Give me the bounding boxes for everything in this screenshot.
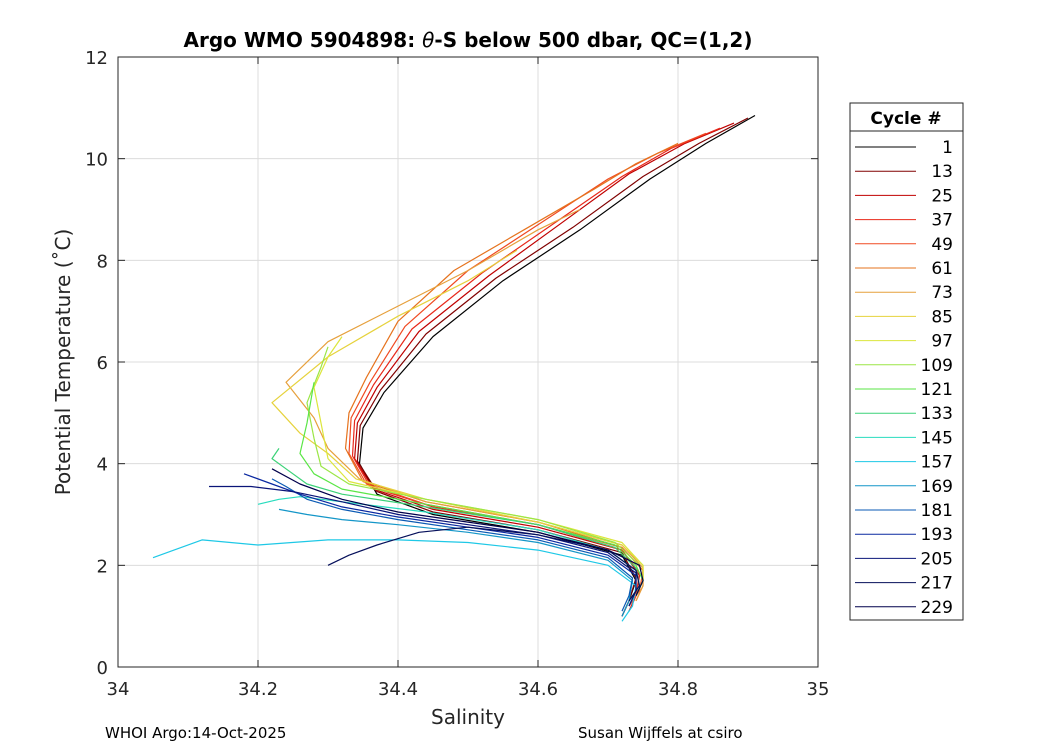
series-line-11 xyxy=(299,382,644,597)
legend-entry-label: 1 xyxy=(942,138,953,158)
legend-entry-label: 145 xyxy=(921,428,953,448)
series-line-7 xyxy=(285,208,644,602)
chart-title: Argo WMO 5904898: θ-S below 500 dbar, QC… xyxy=(184,28,753,52)
series-line-19 xyxy=(327,526,641,602)
legend-entry-label: 193 xyxy=(921,525,953,545)
footer-credit-left: WHOI Argo:14-Oct-2025 xyxy=(105,724,287,742)
x-axis-label: Salinity xyxy=(431,705,505,729)
legend: Cycle # 1 13 25 37 49 61 73 85 97 109 121 133 145 157… xyxy=(849,102,964,621)
chart-title-prefix: Argo WMO 5904898: xyxy=(184,28,423,52)
chart-title-theta: θ xyxy=(422,28,434,52)
series-line-18 xyxy=(209,485,637,607)
y-tick-label: 2 xyxy=(97,556,108,577)
legend-entry-label: 73 xyxy=(931,283,953,303)
legend-entry-label: 121 xyxy=(921,380,953,400)
legend-entry-label: 61 xyxy=(931,259,953,279)
series-layer xyxy=(152,114,756,622)
legend-entry-label: 49 xyxy=(931,235,953,255)
series-line-15 xyxy=(278,508,634,617)
y-tick-label: 12 xyxy=(85,48,108,69)
ticks: 34 34.2 34.4 34.6 34.8 35 0 2 4 6 8 10 12 xyxy=(85,48,829,700)
legend-entry-label: 133 xyxy=(921,404,953,424)
x-tick-label: 34.4 xyxy=(378,679,418,700)
legend-entry-label: 85 xyxy=(931,307,953,327)
x-tick-label: 34.6 xyxy=(518,679,558,700)
legend-entry-label: 109 xyxy=(921,356,953,376)
legend-entry-label: 157 xyxy=(921,453,953,473)
legend-entry-label: 169 xyxy=(921,477,953,497)
y-tick-label: 6 xyxy=(97,353,108,374)
legend-entry-label: 229 xyxy=(921,598,953,618)
y-tick-label: 10 xyxy=(85,150,108,171)
series-line-9 xyxy=(313,336,644,597)
legend-entry-label: 181 xyxy=(921,501,953,521)
legend-entry-label: 205 xyxy=(921,549,953,569)
legend-entry-label: 25 xyxy=(931,186,953,206)
x-tick-label: 34.2 xyxy=(238,679,278,700)
legend-title: Cycle # xyxy=(870,109,941,129)
legend-entry-label: 97 xyxy=(931,332,953,352)
x-tick-label: 35 xyxy=(807,679,830,700)
chart-title-suffix: -S below 500 dbar, QC=(1,2) xyxy=(434,28,752,52)
x-tick-label: 34 xyxy=(107,679,130,700)
y-tick-label: 0 xyxy=(97,658,108,679)
x-tick-label: 34.8 xyxy=(658,679,698,700)
footer-credit-right: Susan Wijffels at csiro xyxy=(578,724,743,742)
legend-entries: 1 13 25 37 49 61 73 85 97 109 121 133 145 157 169 181 19… xyxy=(855,138,953,618)
legend-entry-label: 13 xyxy=(931,162,953,182)
y-tick-label: 4 xyxy=(97,455,108,476)
series-line-16 xyxy=(271,478,634,612)
y-axis-label: Potential Temperature (˚C) xyxy=(51,229,75,496)
grid xyxy=(117,56,819,668)
legend-entry-label: 217 xyxy=(921,574,953,594)
legend-entry-label: 37 xyxy=(931,211,953,231)
y-tick-label: 8 xyxy=(97,251,108,272)
series-line-20 xyxy=(271,468,644,597)
